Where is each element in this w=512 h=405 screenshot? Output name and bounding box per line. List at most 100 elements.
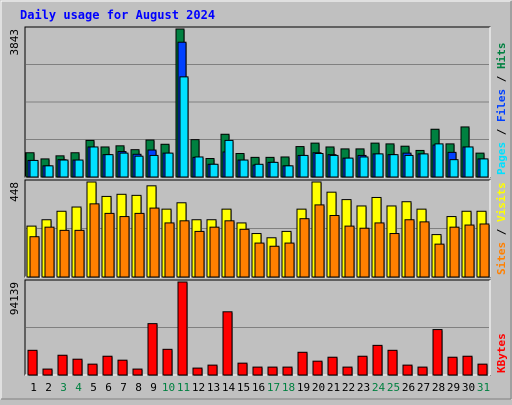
pages-bar-16 bbox=[254, 163, 264, 178]
day-label-5: 5 bbox=[90, 381, 97, 394]
pages-bar-31 bbox=[479, 158, 489, 178]
sites-bar-13 bbox=[209, 226, 220, 278]
day-label-16: 16 bbox=[252, 381, 265, 394]
kbytes-bar-3 bbox=[57, 354, 68, 376]
kbytes-bar-13 bbox=[207, 364, 218, 376]
day-label-2: 2 bbox=[45, 381, 52, 394]
day-label-15: 15 bbox=[237, 381, 250, 394]
middle-legend-entry-3: Visits bbox=[495, 182, 508, 222]
kbytes-bar-10 bbox=[162, 348, 173, 376]
kbytes-bar-19 bbox=[297, 351, 308, 376]
day-label-22: 22 bbox=[342, 381, 355, 394]
top-legend-entry-1: Pages bbox=[495, 142, 508, 175]
top-legend-entry-4: / bbox=[495, 69, 508, 89]
sites-bar-15 bbox=[239, 228, 250, 278]
pages-bar-26 bbox=[404, 154, 414, 178]
top-panel: 3843 Pages / Files / Hits bbox=[8, 26, 508, 178]
kbytes-bar-6 bbox=[102, 355, 113, 376]
middle-panel: 448 Sites / Visits bbox=[8, 179, 508, 278]
day-label-26: 26 bbox=[402, 381, 415, 394]
pages-bar-1 bbox=[29, 159, 39, 178]
sites-bar-3 bbox=[59, 229, 70, 278]
sites-bar-19 bbox=[299, 218, 310, 278]
sites-bar-1 bbox=[29, 236, 40, 278]
day-label-25: 25 bbox=[387, 381, 400, 394]
kbytes-bar-11 bbox=[177, 281, 188, 376]
middle-legend: Sites / Visits bbox=[495, 182, 508, 275]
day-label-10: 10 bbox=[162, 381, 175, 394]
pages-bar-4 bbox=[74, 159, 84, 178]
kbytes-bar-22 bbox=[342, 366, 353, 376]
pages-bar-10 bbox=[164, 152, 174, 178]
day-label-18: 18 bbox=[282, 381, 295, 394]
top-legend-entry-3: Files bbox=[495, 89, 508, 122]
sites-bar-28 bbox=[434, 243, 445, 278]
top-legend-entry-5: Hits bbox=[495, 43, 508, 70]
pages-bar-27 bbox=[419, 153, 429, 178]
pages-bar-30 bbox=[464, 146, 474, 178]
sites-bar-31 bbox=[479, 223, 490, 278]
kbytes-bar-14 bbox=[222, 311, 233, 376]
chart-title: Daily usage for August 2024 bbox=[20, 8, 215, 22]
sites-bar-26 bbox=[404, 219, 415, 278]
pages-bar-22 bbox=[344, 157, 354, 178]
pages-bar-23 bbox=[359, 156, 369, 178]
pages-bar-12 bbox=[194, 156, 204, 178]
day-label-9: 9 bbox=[150, 381, 157, 394]
pages-bar-17 bbox=[269, 161, 279, 178]
pages-bar-14 bbox=[224, 139, 234, 178]
middle-ymax-label: 448 bbox=[8, 182, 21, 202]
sites-bar-30 bbox=[464, 224, 475, 278]
day-label-8: 8 bbox=[135, 381, 142, 394]
pages-bar-20 bbox=[314, 153, 324, 178]
sites-bar-10 bbox=[164, 222, 175, 278]
pages-bar-3 bbox=[59, 159, 69, 178]
bottom-ymax-label: 94139 bbox=[8, 282, 21, 315]
kbytes-bar-5 bbox=[87, 363, 98, 376]
sites-bar-12 bbox=[194, 230, 205, 278]
sites-bar-4 bbox=[74, 229, 85, 278]
top-ymax-label: 3843 bbox=[8, 29, 21, 56]
pages-bar-8 bbox=[134, 155, 144, 178]
kbytes-bar-25 bbox=[387, 349, 398, 376]
kbytes-bar-21 bbox=[327, 356, 338, 376]
day-label-7: 7 bbox=[120, 381, 127, 394]
sites-bar-18 bbox=[284, 242, 295, 278]
kbytes-bar-12 bbox=[192, 367, 203, 376]
sites-bar-24 bbox=[374, 222, 385, 278]
pages-bar-18 bbox=[284, 165, 294, 178]
chart-panels: 3843 Pages / Files / Hits 448 Sites / Visit… bbox=[8, 26, 508, 376]
kbytes-bar-26 bbox=[402, 364, 413, 376]
day-label-20: 20 bbox=[312, 381, 325, 394]
kbytes-bar-15 bbox=[237, 362, 248, 376]
pages-bar-28 bbox=[434, 143, 444, 178]
bottom-panel: 94139 KBytes bbox=[8, 279, 508, 376]
kbytes-bar-4 bbox=[72, 358, 83, 376]
pages-bar-15 bbox=[239, 159, 249, 178]
top-legend: Pages / Files / Hits bbox=[495, 43, 508, 176]
pages-bar-24 bbox=[374, 153, 384, 178]
day-label-30: 30 bbox=[462, 381, 475, 394]
middle-legend-entry-1: Sites bbox=[495, 242, 508, 275]
day-label-1: 1 bbox=[30, 381, 37, 394]
kbytes-bar-28 bbox=[432, 329, 443, 376]
kbytes-bar-23 bbox=[357, 355, 368, 376]
sites-bar-14 bbox=[224, 220, 235, 278]
day-label-17: 17 bbox=[267, 381, 280, 394]
day-label-29: 29 bbox=[447, 381, 460, 394]
pages-bar-5 bbox=[89, 146, 99, 178]
day-label-12: 12 bbox=[192, 381, 205, 394]
day-label-31: 31 bbox=[477, 381, 490, 394]
kbytes-bar-20 bbox=[312, 360, 323, 376]
sites-bar-6 bbox=[104, 212, 115, 278]
pages-bar-25 bbox=[389, 154, 399, 178]
kbytes-bar-1 bbox=[27, 349, 38, 376]
pages-bar-9 bbox=[149, 154, 159, 178]
kbytes-bar-9 bbox=[147, 323, 158, 376]
pages-bar-6 bbox=[104, 154, 114, 178]
middle-legend-entry-2: / bbox=[495, 222, 508, 242]
kbytes-bar-2 bbox=[42, 368, 53, 376]
